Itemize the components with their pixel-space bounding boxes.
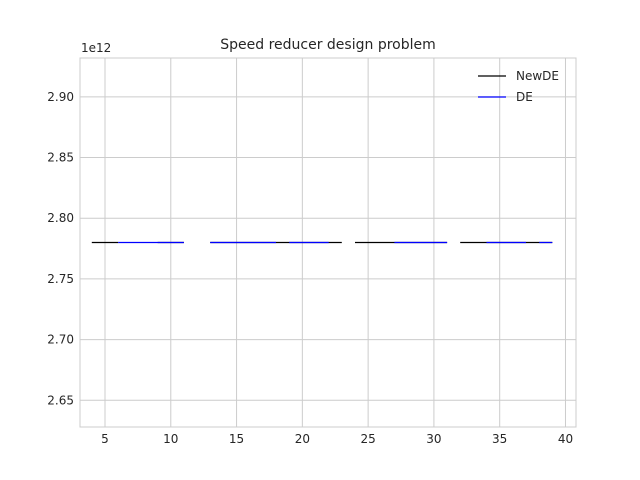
axes-frame <box>79 57 577 428</box>
chart-title: Speed reducer design problem <box>220 37 436 53</box>
tick-labels: 5 10 15 20 25 30 35 40 2.65 2.70 2.75 2.80 2.85 2.90 <box>47 90 573 446</box>
x-tick-label: 30 <box>426 432 441 446</box>
y-tick-label: 2.85 <box>47 151 74 165</box>
y-tick-label: 2.70 <box>47 333 74 347</box>
legend-label-newde: NewDE <box>516 69 559 83</box>
x-tick-label: 40 <box>558 432 573 446</box>
x-tick-label: 5 <box>101 432 109 446</box>
x-tick-label: 15 <box>229 432 244 446</box>
x-tick-label: 20 <box>295 432 310 446</box>
y-offset-label: 1e12 <box>81 41 111 55</box>
legend: NewDE DE <box>478 69 559 104</box>
x-tick-label: 35 <box>492 432 507 446</box>
x-tick-label: 25 <box>360 432 375 446</box>
legend-label-de: DE <box>516 90 533 104</box>
y-tick-label: 2.80 <box>47 211 74 225</box>
y-tick-label: 2.65 <box>47 393 74 407</box>
x-tick-label: 10 <box>163 432 178 446</box>
y-tick-label: 2.75 <box>47 272 74 286</box>
y-tick-label: 2.90 <box>47 90 74 104</box>
